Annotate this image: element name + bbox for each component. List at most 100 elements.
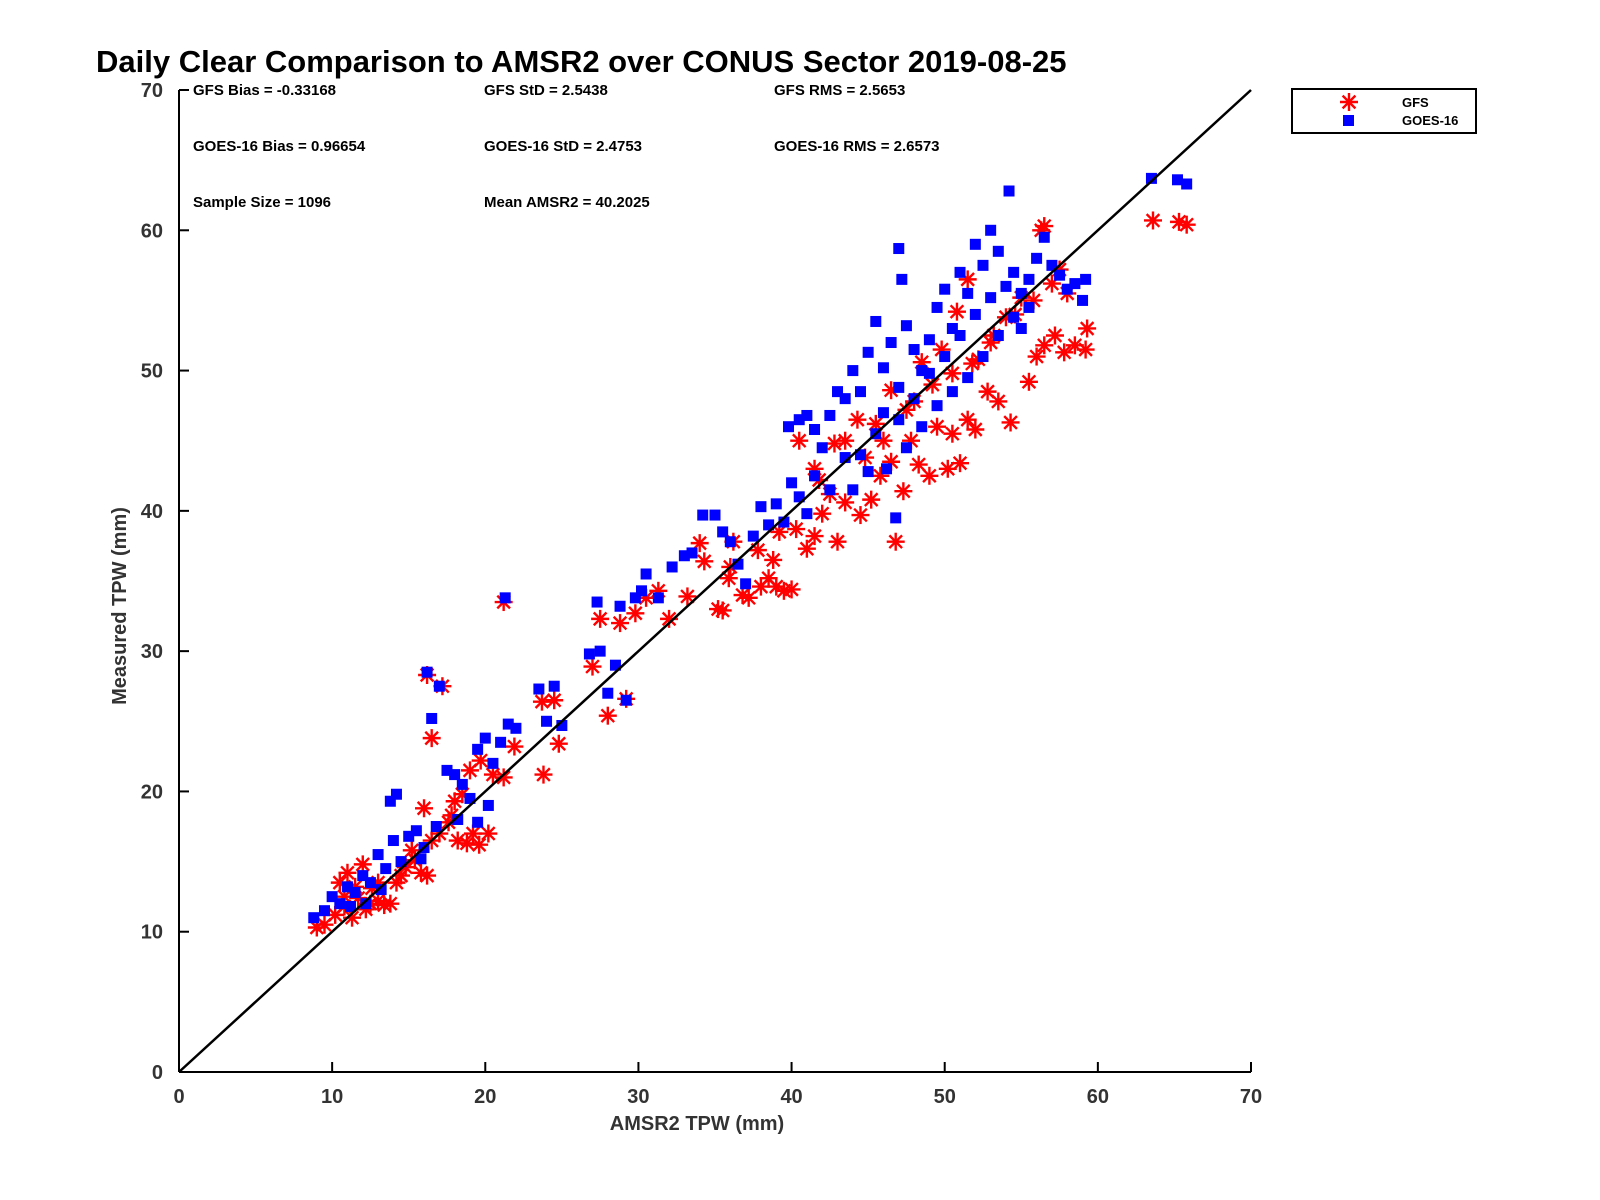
goes-16-point <box>985 292 997 304</box>
gfs-point <box>989 392 1008 411</box>
goes-16-point <box>893 414 905 426</box>
goes-16-point <box>809 423 821 435</box>
goes-16-point <box>635 585 647 597</box>
goes-16-point <box>724 536 736 548</box>
goes-16-point <box>426 712 438 724</box>
goes-16-point <box>510 722 522 734</box>
gfs-point <box>1078 319 1097 338</box>
goes-16-point <box>533 683 545 695</box>
goes-16-point <box>939 351 951 363</box>
goes-16-point <box>809 470 821 482</box>
x-axis-label: AMSR2 TPW (mm) <box>610 1113 784 1135</box>
gfs-point <box>381 894 400 913</box>
gfs-point <box>848 410 867 429</box>
goes-16-point <box>908 344 920 356</box>
goes-std-text: GOES-16 StD = 2.4753 <box>484 138 642 155</box>
goes-16-point <box>1171 174 1183 186</box>
goes-16-point <box>893 243 905 255</box>
goes-16-point <box>602 687 614 699</box>
goes-16-point <box>697 509 709 521</box>
goes-16-point <box>985 224 997 236</box>
goes-16-point <box>862 466 874 478</box>
goes-16-point <box>931 301 943 313</box>
gfs-rms-text: GFS RMS = 2.5653 <box>774 82 905 99</box>
goes-16-point <box>900 320 912 332</box>
goes-16-point <box>441 764 453 776</box>
goes-16-point <box>870 315 882 327</box>
goes-16-point <box>364 877 376 889</box>
x-axis-ticks: 0 10 20 30 40 50 60 70 <box>173 1062 1262 1108</box>
goes-bias-text: GOES-16 Bias = 0.96654 <box>193 138 366 155</box>
goes-16-point <box>1145 172 1157 184</box>
goes-16-point <box>1054 269 1066 281</box>
x-tick-label: 70 <box>1240 1086 1262 1108</box>
goes-16-point <box>334 898 346 910</box>
gfs-point <box>928 417 947 436</box>
gfs-point <box>851 506 870 525</box>
y-tick-label: 30 <box>141 641 163 663</box>
gfs-point <box>836 431 855 450</box>
goes-16-point <box>954 330 966 341</box>
legend-goes-label: GOES-16 <box>1402 113 1458 128</box>
gfs-point <box>787 520 806 539</box>
gfs-point <box>470 835 489 854</box>
gfs-point <box>353 855 372 874</box>
goes-16-point <box>962 287 974 299</box>
goes-16-point <box>992 330 1004 341</box>
gfs-point <box>457 834 476 853</box>
one-to-one-reference-line <box>178 89 1252 1073</box>
goes-16-point <box>763 519 775 531</box>
gfs-point <box>963 354 982 373</box>
goes-16-point <box>1031 252 1043 264</box>
goes-16-point <box>969 308 981 320</box>
gfs-point <box>938 459 957 478</box>
gfs-point <box>909 455 928 474</box>
gfs-point <box>479 824 498 843</box>
y-axis-ticks: 0 10 20 30 40 50 60 70 <box>141 80 189 1084</box>
goes-16-point <box>326 891 338 903</box>
goes-16-point <box>801 409 813 421</box>
goes-16-point <box>824 484 836 496</box>
goes-16-point <box>678 550 690 562</box>
gfs-point <box>1027 347 1046 366</box>
goes-16-point <box>793 491 805 503</box>
goes-16-point <box>452 813 464 825</box>
sample-size-text: Sample Size = 1096 <box>193 194 331 211</box>
gfs-point <box>805 527 824 546</box>
goes-16-point <box>1023 301 1035 313</box>
goes-16-point <box>556 719 568 731</box>
y-tick-label: 40 <box>141 501 163 523</box>
x-tick-label: 50 <box>934 1086 956 1108</box>
goes-16-point <box>403 830 415 842</box>
goes-16-point <box>832 386 844 398</box>
goes-16-point <box>318 905 330 917</box>
goes-16-point <box>487 757 499 769</box>
gfs-point <box>1055 343 1074 362</box>
goes-16-point <box>472 816 484 828</box>
gfs-point <box>748 541 767 560</box>
gfs-point <box>790 431 809 450</box>
goes-16-point <box>770 498 782 510</box>
goes-16-point <box>1008 266 1020 278</box>
gfs-point <box>494 768 513 787</box>
gfs-point <box>782 580 801 599</box>
chart-title: Daily Clear Comparison to AMSR2 over CON… <box>96 44 1067 79</box>
goes-16-point <box>793 414 805 426</box>
gfs-point <box>422 729 441 748</box>
goes-16-point <box>341 881 353 893</box>
goes-16-point <box>1080 273 1092 285</box>
gfs-point <box>709 600 728 619</box>
goes-16-point <box>923 367 935 379</box>
goes-16-point <box>896 273 908 285</box>
gfs-point <box>813 504 832 523</box>
goes-16-point <box>1008 311 1020 323</box>
goes-16-point <box>410 825 422 837</box>
gfs-point <box>862 490 881 509</box>
gfs-point <box>958 410 977 429</box>
goes-16-point <box>541 715 553 727</box>
goes-16-point <box>977 351 989 363</box>
goes-16-point <box>583 648 595 660</box>
goes-16-point <box>783 421 795 433</box>
goes-16-point <box>709 509 721 521</box>
goes-16-point <box>916 365 928 377</box>
